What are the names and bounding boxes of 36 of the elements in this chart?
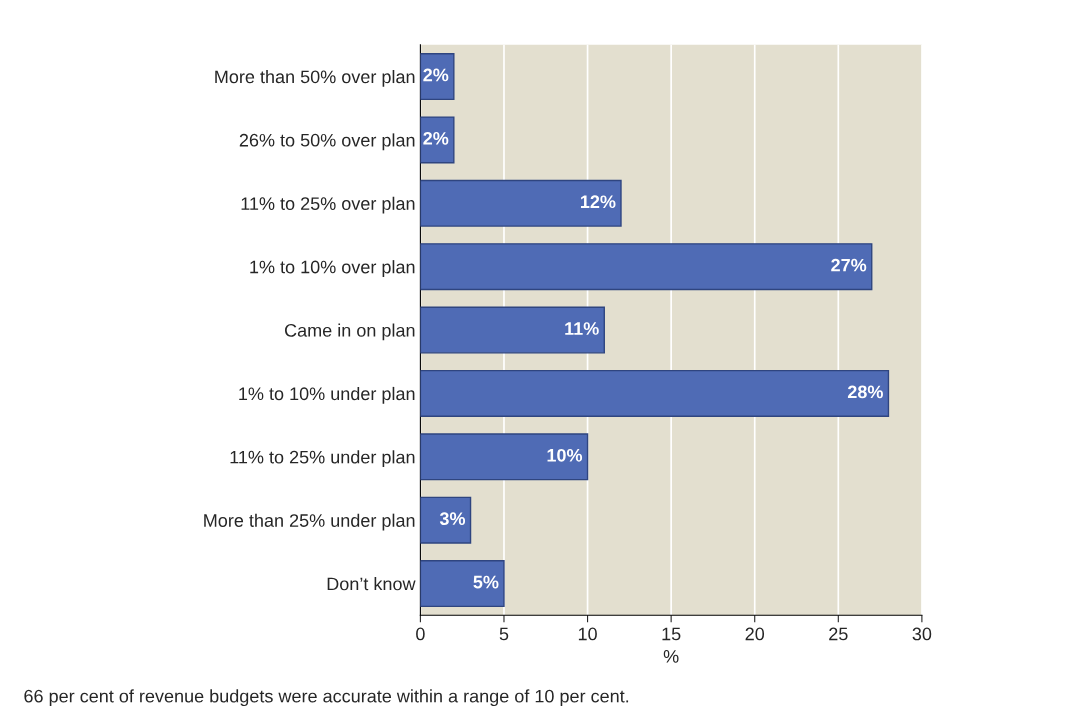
x-tick-label: 15 [662, 627, 681, 641]
y-tick-label: 1% to 10% under plan [239, 386, 415, 404]
x-tick-label: 30 [912, 627, 932, 641]
y-tick-label: 26% to 50% over plan [239, 133, 415, 151]
x-tick-label: 0 [416, 627, 425, 641]
bar [420, 306, 605, 354]
bar [420, 433, 589, 481]
data-label: 11% [565, 322, 599, 335]
bar [420, 53, 455, 101]
y-tick-label: More than 50% over plan [215, 69, 415, 87]
data-label: 5% [473, 575, 499, 589]
y-tick-label: Came in on plan [284, 323, 415, 341]
data-label: 27% [831, 258, 867, 272]
data-label: 2% [423, 68, 449, 82]
x-tick-label: 5 [499, 627, 509, 641]
bar [420, 179, 622, 227]
bar [420, 116, 455, 164]
x-tick-label: 20 [745, 627, 765, 641]
x-axis-title: % [663, 650, 679, 663]
bar [420, 496, 472, 544]
bar [420, 560, 505, 608]
data-label: 28% [847, 385, 883, 399]
y-tick-label: 1% to 10% over plan [250, 260, 415, 277]
y-tick-label: 11% to 25% under plan [230, 450, 415, 468]
x-tick-label: 10 [578, 627, 597, 641]
text: 66 per cent of revenue budgets were accurate within a range of 10 per cent. [24, 689, 629, 707]
y-tick-label: 11% to 25% over plan [241, 196, 415, 214]
bar [420, 243, 873, 291]
bar [420, 369, 890, 417]
data-label: 3% [439, 512, 466, 526]
data-label: 12% [580, 195, 616, 209]
y-tick-label: Don’t know [327, 577, 416, 591]
x-tick-label: 25 [829, 627, 848, 641]
data-label: 10% [547, 448, 583, 462]
y-tick-label: More than 25% under plan [204, 513, 415, 531]
data-label: 2% [423, 131, 449, 145]
